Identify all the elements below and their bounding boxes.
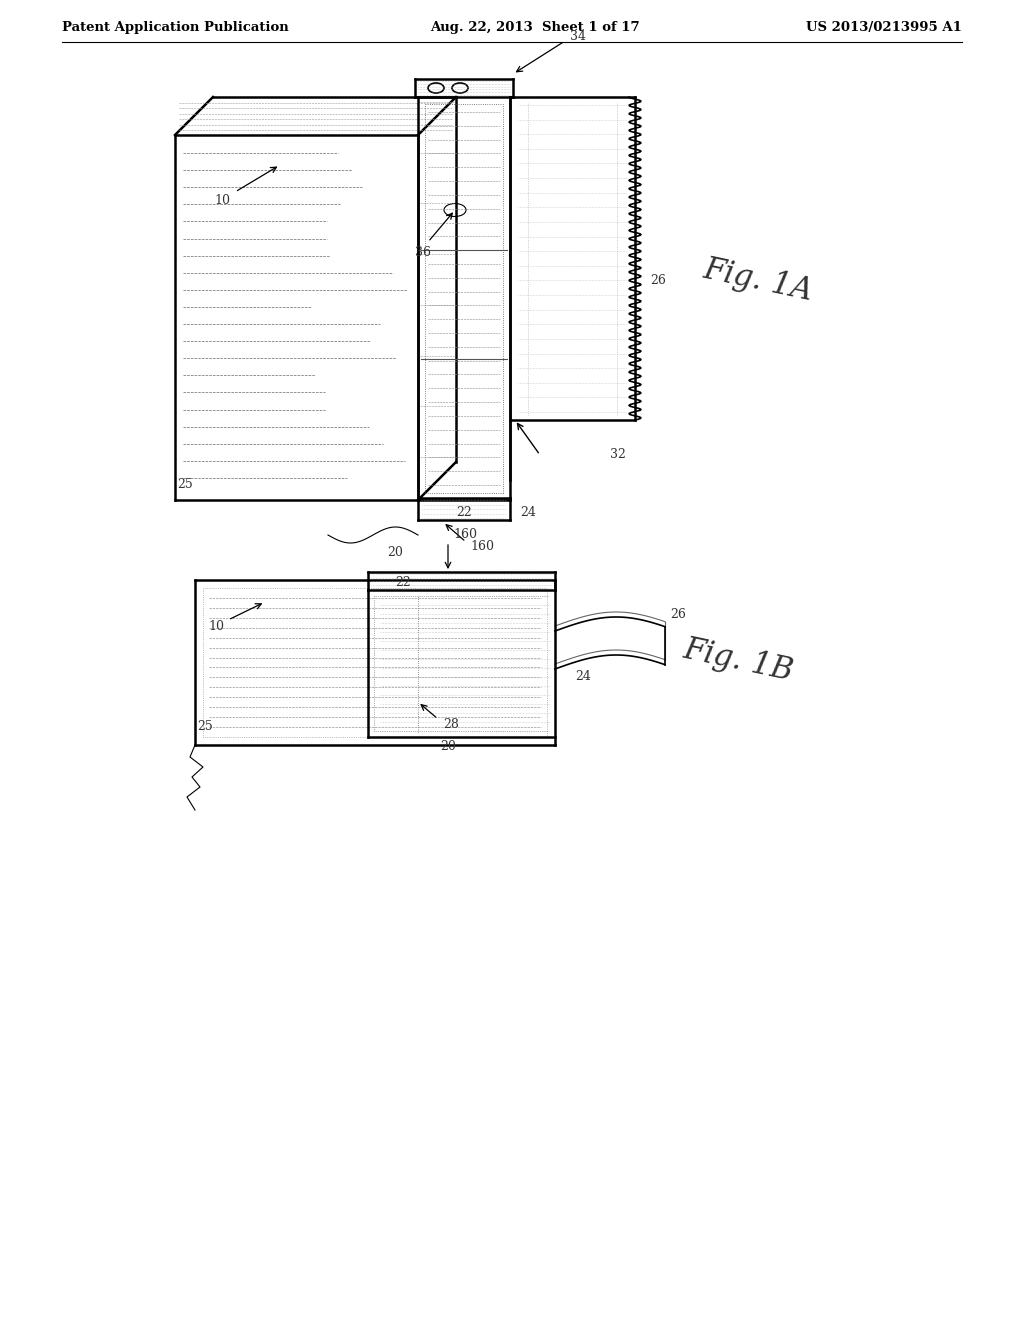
Text: 26: 26 [650, 273, 666, 286]
Text: 36: 36 [415, 246, 431, 259]
Text: Aug. 22, 2013  Sheet 1 of 17: Aug. 22, 2013 Sheet 1 of 17 [430, 21, 640, 34]
Text: 20: 20 [440, 741, 456, 754]
Text: 25: 25 [198, 721, 213, 734]
Text: 20: 20 [387, 545, 403, 558]
Text: 22: 22 [395, 576, 411, 589]
Text: 160: 160 [470, 540, 494, 553]
Text: Fig. 1A: Fig. 1A [700, 253, 815, 306]
Text: 26: 26 [670, 609, 686, 622]
Text: Patent Application Publication: Patent Application Publication [62, 21, 289, 34]
Text: Fig. 1B: Fig. 1B [680, 634, 796, 686]
Text: 22: 22 [456, 506, 472, 519]
Text: 160: 160 [453, 528, 477, 540]
Text: 10: 10 [208, 620, 224, 634]
Text: 28: 28 [443, 718, 459, 731]
Text: 25: 25 [177, 479, 193, 491]
Text: 24: 24 [575, 671, 591, 684]
Text: 32: 32 [610, 449, 626, 462]
Text: US 2013/0213995 A1: US 2013/0213995 A1 [806, 21, 962, 34]
Text: 34: 34 [570, 30, 586, 44]
Text: 24: 24 [520, 506, 536, 519]
Text: 10: 10 [214, 194, 230, 206]
